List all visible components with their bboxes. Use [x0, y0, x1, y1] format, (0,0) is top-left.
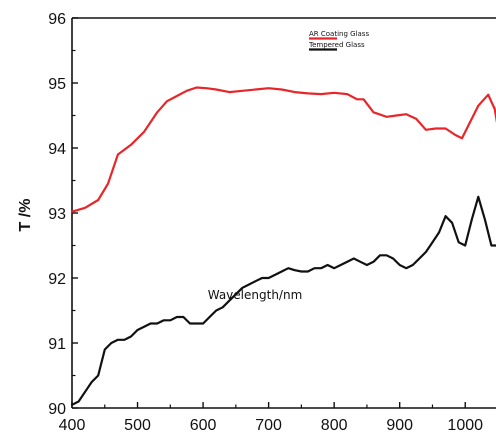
series-line-ar-coating-glass: [70, 86, 496, 213]
series-line-tempered-glass: [70, 195, 496, 406]
x-tick-label: 400: [59, 417, 86, 434]
x-tick-label: 800: [321, 417, 348, 434]
x-tick-label: 600: [190, 417, 217, 434]
plot-frame: [71, 17, 496, 409]
x-tick-label: 500: [124, 417, 151, 434]
y-tick-label: 91: [48, 336, 66, 353]
y-tick-label: 90: [48, 401, 66, 418]
x-tick-label: 900: [386, 417, 413, 434]
legend-label: AR Coating Glass: [309, 30, 369, 38]
y-tick-label: 92: [48, 271, 66, 288]
x-tick-label: 700: [255, 417, 282, 434]
x-tick-label: 1000: [447, 417, 483, 434]
series-layer: [70, 86, 496, 406]
legend: AR Coating Glass Tempered Glass: [308, 30, 369, 51]
y-axis: 90 91 92 93 94 95 96: [48, 11, 78, 418]
y-tick-label: 96: [48, 11, 66, 28]
y-tick-label: 95: [48, 76, 66, 93]
x-axis: 400 500 600 700 800 900 1000: [59, 402, 483, 434]
legend-label: Tempered Glass: [308, 41, 365, 49]
y-tick-label: 93: [48, 206, 66, 223]
x-axis-label: Wavelength/nm: [208, 288, 303, 302]
y-tick-label: 94: [48, 141, 66, 158]
y-axis-label: T /%: [17, 199, 34, 232]
